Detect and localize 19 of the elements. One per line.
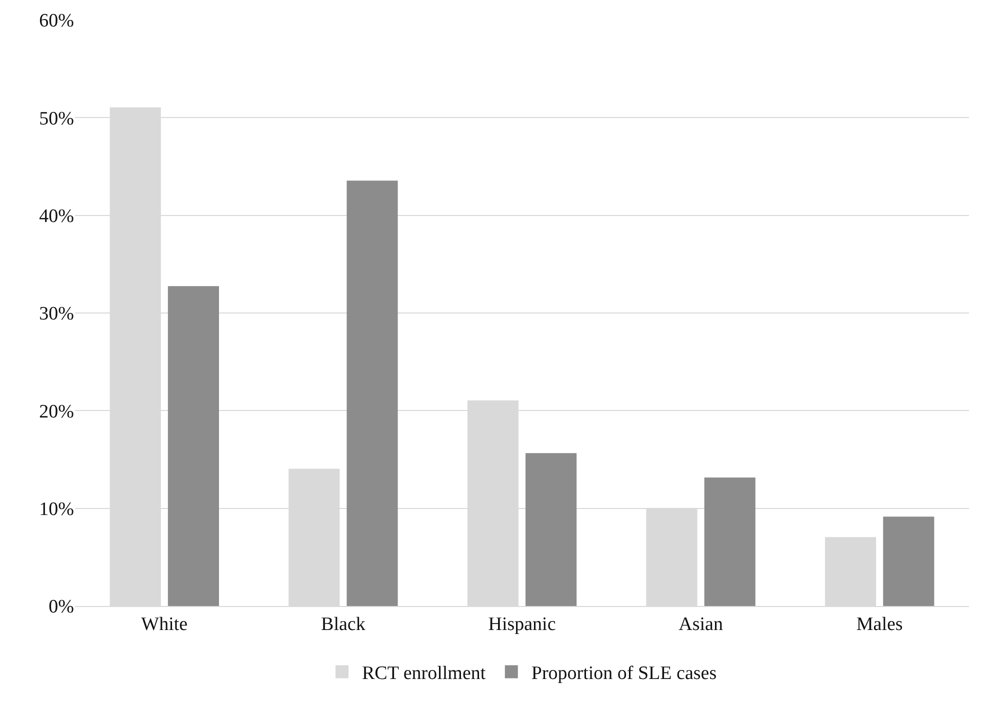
y-tick-label: 10% bbox=[39, 498, 74, 520]
legend-label: RCT enrollment bbox=[362, 663, 486, 684]
x-tick-label: Black bbox=[321, 614, 366, 635]
bar bbox=[526, 453, 577, 606]
y-tick-label: 50% bbox=[39, 108, 74, 130]
x-tick-label: White bbox=[141, 614, 188, 635]
bar bbox=[883, 516, 934, 606]
y-tick-label: 30% bbox=[39, 304, 74, 325]
x-tick-label: Hispanic bbox=[488, 614, 556, 635]
bar bbox=[704, 478, 756, 606]
y-tick-label: 40% bbox=[39, 206, 74, 227]
bar bbox=[168, 286, 219, 606]
x-tick-label: Males bbox=[856, 614, 903, 635]
y-tick-label: 0% bbox=[48, 596, 74, 618]
bar bbox=[346, 180, 398, 606]
x-tick-label: Asian bbox=[678, 614, 724, 635]
y-tick-label: 60% bbox=[39, 10, 74, 32]
y-tick-label: 20% bbox=[39, 401, 74, 422]
legend-label: Proportion of SLE cases bbox=[531, 663, 717, 684]
